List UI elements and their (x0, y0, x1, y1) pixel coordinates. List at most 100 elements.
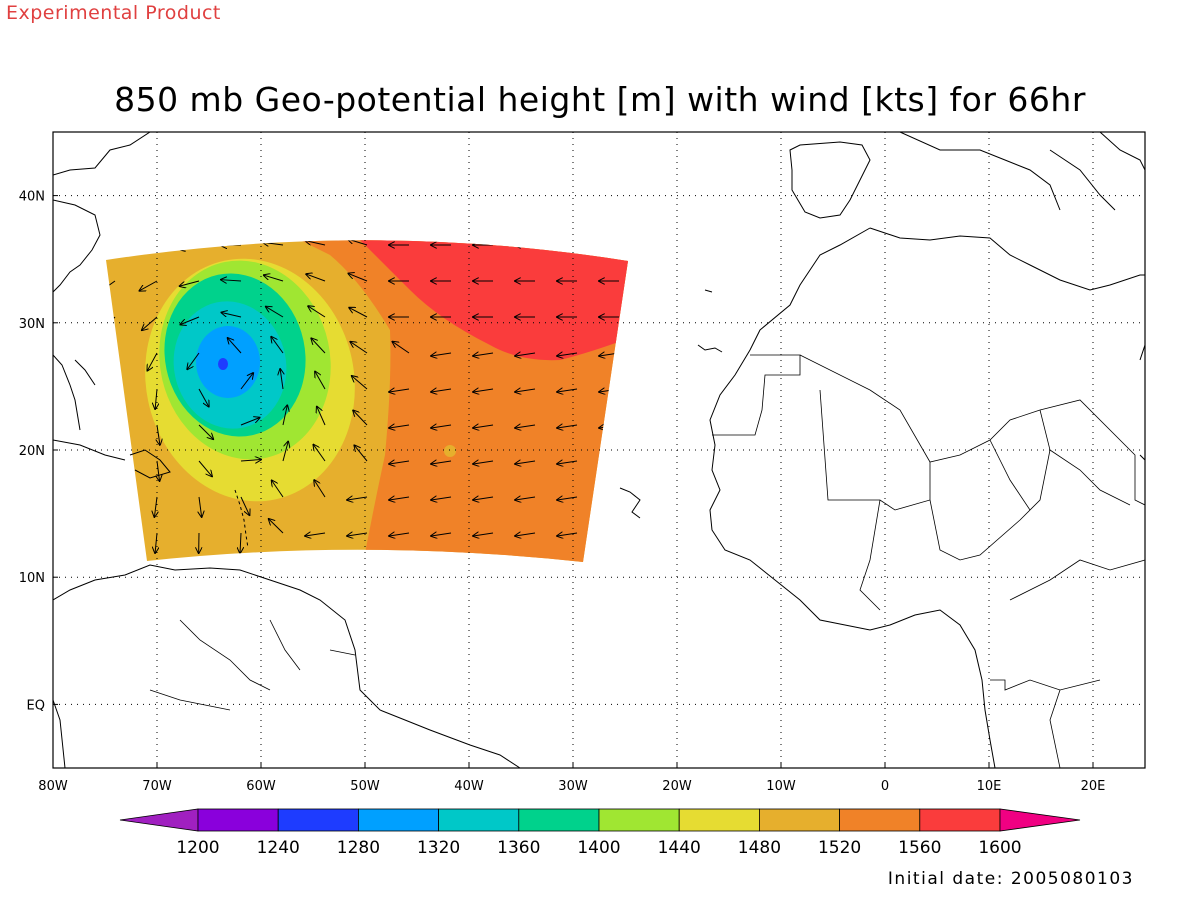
wind-arrow (431, 425, 452, 428)
wind-arrow (515, 425, 536, 428)
wind-arrow (389, 533, 410, 536)
wind-arrow (311, 338, 326, 354)
wind-arrow (240, 418, 260, 426)
colorbar-tick-label: 1480 (738, 838, 781, 858)
coast-north-america (53, 132, 151, 293)
wind-arrow (347, 497, 368, 500)
colorbar-swatch (197, 808, 279, 832)
coast-iberia (789, 141, 871, 219)
colorbar-swatch (678, 808, 760, 832)
wind-arrow (106, 352, 116, 370)
wind-arrow (106, 532, 116, 537)
coast-west-africa (709, 227, 996, 768)
wind-arrow (389, 497, 410, 500)
field-above-1600 (360, 240, 628, 361)
coast-canaries-capeverde (619, 289, 723, 519)
lat-label: EQ (27, 698, 45, 713)
wind-arrow (187, 352, 200, 369)
lon-label: 80W (38, 779, 68, 794)
wind-arrow (473, 389, 494, 392)
wind-arrow (147, 352, 158, 371)
lat-lon-grid (53, 132, 1145, 768)
lat-label: 10N (19, 571, 45, 586)
colorbar-tick-label: 1600 (978, 838, 1021, 858)
wind-arrow (198, 424, 213, 439)
wind-arrow (431, 533, 452, 536)
wind-arrow (314, 480, 326, 498)
wind-arrow (515, 533, 536, 536)
colorbar-tick-label: 1400 (577, 838, 620, 858)
wind-arrow (180, 316, 200, 325)
wind-arrow (155, 388, 157, 409)
field-small-maximum (444, 445, 456, 457)
colorbar-overflow (999, 808, 1081, 832)
wind-arrow (599, 497, 620, 500)
wind-arrow (157, 424, 160, 445)
wind-arrow (431, 353, 452, 356)
wind-arrow (240, 460, 261, 461)
wind-arrow (154, 496, 157, 517)
wind-arrow (315, 372, 326, 390)
initial-date: Initial date: 2005080103 (887, 869, 1134, 889)
lon-label: 10W (766, 779, 796, 794)
wind-arrow (354, 445, 368, 462)
colorbar-swatch (357, 808, 439, 832)
coast-europe-italy (899, 132, 1145, 211)
wind-arrow (106, 316, 116, 331)
wind-arrow (557, 425, 578, 428)
wind-arrow (266, 307, 284, 318)
wind-arrow (110, 424, 116, 444)
colorbar-swatch (598, 808, 680, 832)
wind-arrow (473, 425, 494, 428)
wind-arrow (109, 460, 116, 480)
wind-arrow (282, 405, 287, 426)
wind-arrow (349, 308, 368, 318)
wind-arrow (473, 533, 494, 536)
wind-arrow (240, 532, 241, 553)
colorbar-tick-label: 1280 (337, 838, 380, 858)
coastlines (53, 132, 1145, 768)
wind-arrow (139, 244, 158, 253)
wind-arrow (515, 497, 536, 500)
chart-title: 850 mb Geo-potential height [m] with win… (114, 80, 1086, 119)
field-1240-1280 (218, 358, 228, 370)
wind-arrow (272, 480, 284, 498)
wind-arrow (348, 240, 368, 246)
wind-arrow (515, 461, 536, 464)
colorbar-swatch (438, 808, 520, 832)
wind-arrow (599, 461, 620, 464)
wind-arrow (155, 532, 157, 553)
wind-arrow (221, 280, 242, 281)
lon-label: 60W (246, 779, 276, 794)
wind-arrow (313, 445, 326, 462)
experimental-product-label: Experimental Product (6, 2, 221, 24)
wind-arrow (389, 389, 410, 392)
lat-label: 30N (19, 317, 45, 332)
wind-arrow (198, 388, 209, 406)
wind-arrow (305, 240, 326, 246)
wind-arrow (228, 338, 242, 354)
colorbar-swatch (277, 808, 359, 832)
colorbar-tick-label: 1360 (497, 838, 540, 858)
colorbar-swatch (919, 808, 1001, 832)
wind-arrow (557, 533, 578, 536)
lon-label: 0 (881, 779, 889, 794)
lon-label: 30W (558, 779, 588, 794)
colorbar-swatch (759, 808, 841, 832)
lat-label: 40N (19, 190, 45, 205)
wind-arrow (557, 497, 578, 500)
lon-label: 10E (977, 779, 1002, 794)
colorbar-tick-label: 1560 (898, 838, 941, 858)
wind-arrow (142, 316, 158, 330)
coast-florida-bahamas (53, 354, 96, 431)
wind-arrow (473, 461, 494, 464)
wind-arrow (389, 461, 410, 464)
coast-cuba-hispaniola (53, 439, 171, 479)
wind-arrow (305, 533, 326, 536)
wind-arrow (282, 442, 288, 462)
wind-arrow (108, 388, 116, 408)
wind-arrow (473, 497, 494, 500)
coast-gulf-guinea (1139, 344, 1145, 461)
wind-arrow (198, 460, 212, 476)
wind-arrow (557, 389, 578, 392)
